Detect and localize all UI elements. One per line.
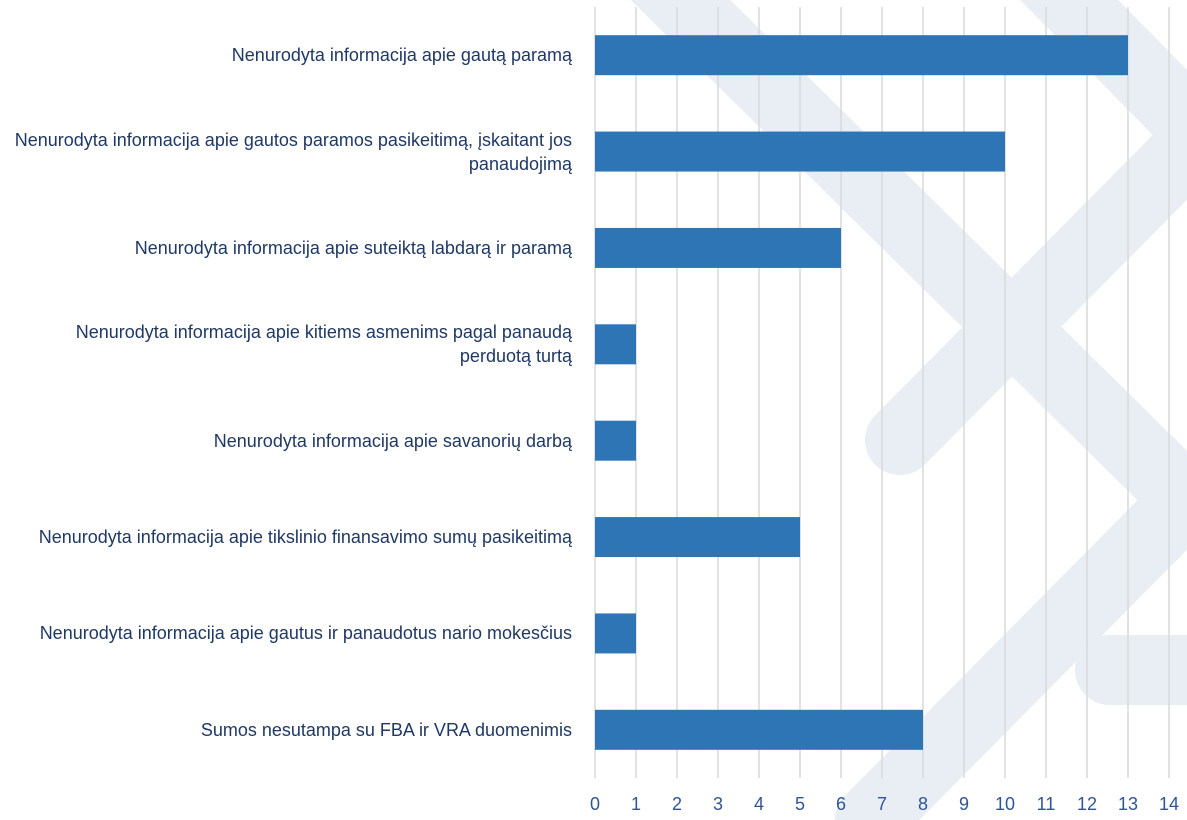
y-tick-label: Nenurodyta informacija apie gautus ir pa… <box>39 623 572 644</box>
x-tick-label: 9 <box>959 794 969 814</box>
bar <box>595 35 1128 76</box>
y-tick-label: Nenurodyta informacija apie gautą paramą <box>231 45 572 66</box>
y-tick-label: Sumos nesutampa su FBA ir VRA duomenimis <box>200 719 572 740</box>
x-tick-label: 1 <box>631 794 641 814</box>
bar <box>595 131 1005 172</box>
y-tick-label: Nenurodyta informacija apie kitiems asme… <box>75 322 572 367</box>
bar <box>595 420 636 461</box>
bar <box>595 227 841 268</box>
x-tick-label: 8 <box>918 794 928 814</box>
x-tick-label: 13 <box>1118 794 1138 814</box>
y-tick-label: Nenurodyta informacija apie tikslinio fi… <box>38 527 572 548</box>
bar <box>595 613 636 654</box>
x-tick-label: 12 <box>1077 794 1097 814</box>
x-tick-label: 10 <box>995 794 1015 814</box>
x-tick-label: 4 <box>754 794 764 814</box>
x-tick-label: 6 <box>836 794 846 814</box>
x-tick-label: 11 <box>1037 794 1056 814</box>
y-tick-label: Nenurodyta informacija apie gautos param… <box>14 129 572 174</box>
x-tick-label: 7 <box>877 794 887 814</box>
y-tick-label: Nenurodyta informacija apie savanorių da… <box>213 430 572 451</box>
x-tick-label: 5 <box>795 794 805 814</box>
bar <box>595 517 800 558</box>
x-tick-label: 3 <box>713 794 723 814</box>
y-tick-label: Nenurodyta informacija apie suteiktą lab… <box>134 237 572 258</box>
x-tick-label: 2 <box>672 794 682 814</box>
bar <box>595 709 923 750</box>
watermark <box>630 0 1187 820</box>
x-tick-label: 14 <box>1159 794 1179 814</box>
bar <box>595 324 636 365</box>
x-tick-label: 0 <box>590 794 600 814</box>
